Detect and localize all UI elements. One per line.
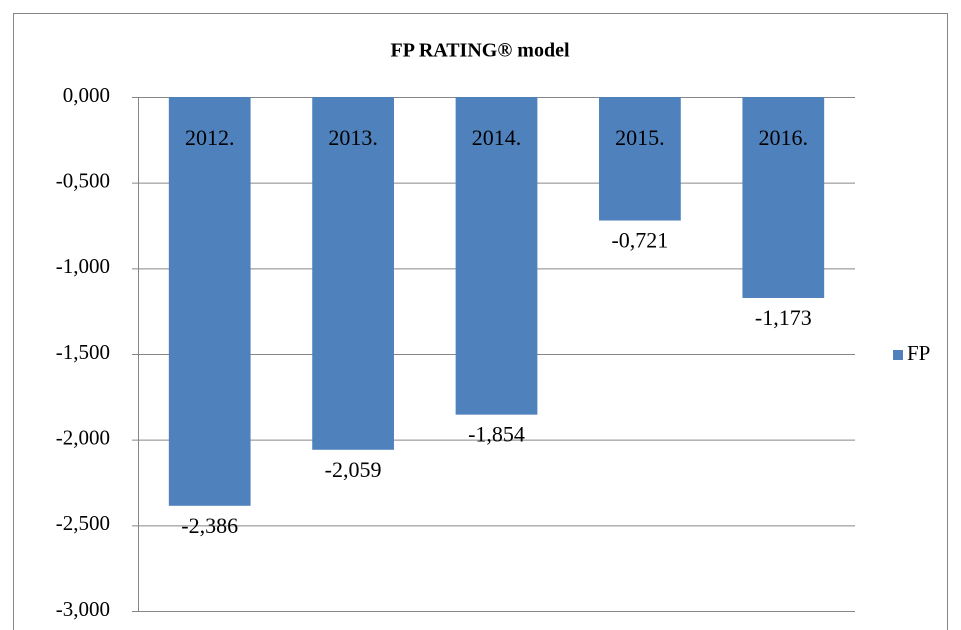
y-tick-label: -2,500 [56,511,110,535]
x-tick-label: 2016. [759,125,809,150]
bar [599,97,681,221]
chart-title: FP RATING® model [390,40,569,62]
bar [168,97,251,506]
y-tick-label: 0,000 [63,83,110,107]
value-label: -0,721 [611,228,668,253]
value-label: -1,854 [468,422,525,447]
y-tick-label: -1,000 [56,254,110,278]
x-tick-label: 2013. [328,125,378,150]
x-tick-label: 2015. [615,125,665,150]
legend-label: FP [907,341,930,365]
bar [312,97,394,450]
x-tick-label: 2012. [185,125,235,150]
value-label: -1,173 [755,305,812,330]
y-tick-label: -1,500 [56,340,110,364]
y-tick-label: -0,500 [56,168,110,192]
bar [742,97,825,298]
x-tick-label: 2014. [472,125,522,150]
bar [455,97,538,415]
y-tick-label: -2,000 [56,425,110,449]
value-label: -2,059 [325,457,382,482]
y-tick-label: -3,000 [56,597,110,621]
value-label: -2,386 [181,513,238,538]
legend-swatch [893,350,903,360]
